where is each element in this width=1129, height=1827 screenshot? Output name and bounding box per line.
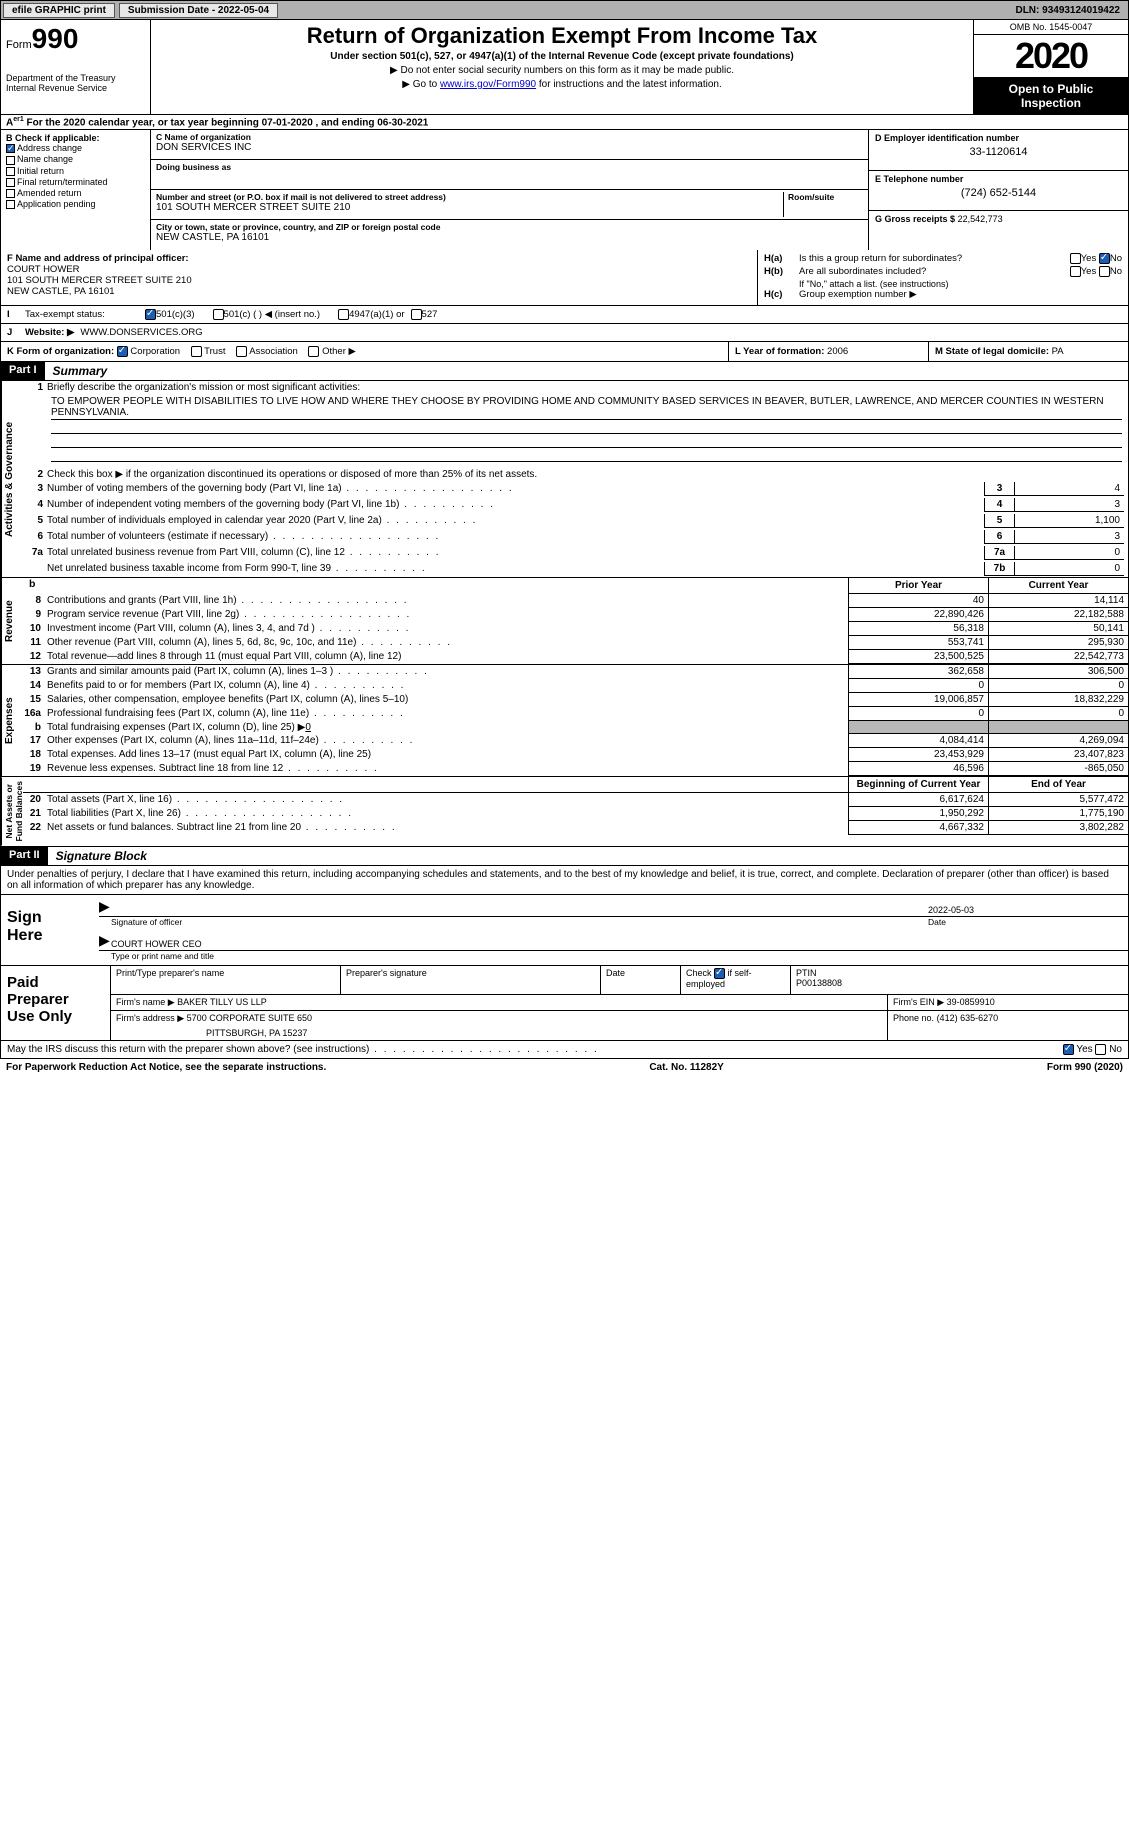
- paid-preparer: Paid Preparer Use Only Print/Type prepar…: [0, 966, 1129, 1041]
- phone: (724) 652-5144: [875, 187, 1122, 199]
- chk-initial[interactable]: Initial return: [6, 166, 145, 176]
- chk-501c[interactable]: [213, 309, 224, 320]
- header-middle: Return of Organization Exempt From Incom…: [151, 20, 973, 114]
- box-f: F Name and address of principal officer:…: [1, 250, 758, 305]
- discuss-row: May the IRS discuss this return with the…: [0, 1041, 1129, 1059]
- dba-row: Doing business as: [151, 160, 868, 190]
- address-row: Number and street (or P.O. box if mail i…: [151, 190, 868, 220]
- row-a-tax-year: Aer1 For the 2020 calendar year, or tax …: [0, 115, 1129, 130]
- row-i: I Tax-exempt status: 501(c)(3) 501(c) ( …: [0, 306, 1129, 324]
- dept-treasury: Department of the Treasury Internal Reve…: [6, 73, 145, 93]
- tax-year: 2020: [974, 35, 1128, 78]
- section-expenses: Expenses 13Grants and similar amounts pa…: [0, 665, 1129, 777]
- chk-other[interactable]: [308, 346, 319, 357]
- omb-number: OMB No. 1545-0047: [974, 20, 1128, 35]
- vtab-netassets: Net Assets or Fund Balances: [1, 777, 23, 845]
- h-b: H(b) Are all subordinates included? Yes …: [764, 266, 1122, 277]
- chk-527[interactable]: [411, 309, 422, 320]
- box-e: E Telephone number (724) 652-5144: [869, 171, 1128, 211]
- h-a: H(a) Is this a group return for subordin…: [764, 253, 1122, 264]
- row-k: K Form of organization: Corporation Trus…: [1, 342, 728, 361]
- box-g: G Gross receipts $ 22,542,773: [869, 211, 1128, 250]
- efile-button[interactable]: efile GRAPHIC print: [3, 3, 115, 18]
- officer-name: COURT HOWER: [7, 264, 751, 275]
- sig-intro: Under penalties of perjury, I declare th…: [0, 866, 1129, 895]
- city-row: City or town, state or province, country…: [151, 220, 868, 250]
- hb-yes[interactable]: [1070, 266, 1081, 277]
- org-name: DON SERVICES INC: [156, 142, 863, 153]
- footer: For Paperwork Reduction Act Notice, see …: [0, 1059, 1129, 1076]
- note-link: ▶ Go to www.irs.gov/Form990 for instruct…: [159, 79, 965, 90]
- website: WWW.DONSERVICES.ORG: [80, 327, 202, 338]
- chk-pending[interactable]: Application pending: [6, 199, 145, 209]
- h-c: H(c) Group exemption number ▶: [764, 289, 1122, 300]
- discuss-yes[interactable]: [1063, 1044, 1074, 1055]
- sign-here: Sign Here ▶2022-05-03 Signature of offic…: [0, 895, 1129, 966]
- chk-trust[interactable]: [191, 346, 202, 357]
- part2-header: Part II Signature Block: [0, 847, 1129, 866]
- box-c: C Name of organization DON SERVICES INC …: [151, 130, 868, 250]
- form-title: Return of Organization Exempt From Incom…: [159, 23, 965, 49]
- chk-final[interactable]: Final return/terminated: [6, 177, 145, 187]
- row-m: M State of legal domicile: PA: [928, 342, 1128, 361]
- hb-note: If "No," attach a list. (see instruction…: [764, 279, 1122, 289]
- row-j: J Website: ▶ WWW.DONSERVICES.ORG: [0, 324, 1129, 342]
- box-b-label: B Check if applicable:: [6, 133, 145, 143]
- row-klm: K Form of organization: Corporation Trus…: [0, 342, 1129, 362]
- form-header: Form990 Department of the Treasury Inter…: [0, 20, 1129, 115]
- org-city: NEW CASTLE, PA 16101: [156, 232, 863, 243]
- discuss-no[interactable]: [1095, 1044, 1106, 1055]
- header-left: Form990 Department of the Treasury Inter…: [1, 20, 151, 114]
- dln: DLN: 93493124019422: [1015, 5, 1128, 16]
- submission-date: Submission Date - 2022-05-04: [119, 3, 278, 18]
- vtab-revenue: Revenue: [1, 578, 23, 664]
- irs-link[interactable]: www.irs.gov/Form990: [440, 79, 536, 90]
- ha-no[interactable]: [1099, 253, 1110, 264]
- chk-selfemployed[interactable]: [714, 968, 725, 979]
- box-deg: D Employer identification number 33-1120…: [868, 130, 1128, 250]
- chk-name[interactable]: Name change: [6, 154, 145, 164]
- header-right: OMB No. 1545-0047 2020 Open to Public In…: [973, 20, 1128, 114]
- vtab-governance: Activities & Governance: [1, 381, 23, 577]
- section-netassets: Net Assets or Fund Balances Beginning of…: [0, 777, 1129, 846]
- chk-address[interactable]: Address change: [6, 143, 145, 153]
- chk-4947[interactable]: [338, 309, 349, 320]
- ein: 33-1120614: [875, 146, 1122, 158]
- row-l: L Year of formation: 2006: [728, 342, 928, 361]
- gross-receipts: 22,542,773: [958, 214, 1003, 224]
- section-governance: Activities & Governance 1Briefly describ…: [0, 381, 1129, 578]
- box-d: D Employer identification number 33-1120…: [869, 130, 1128, 170]
- box-b: B Check if applicable: Address change Na…: [1, 130, 151, 250]
- form-number: Form990: [6, 23, 145, 55]
- chk-assoc[interactable]: [236, 346, 247, 357]
- officer-addr: 101 SOUTH MERCER STREET SUITE 210 NEW CA…: [7, 275, 751, 297]
- chk-corp[interactable]: [117, 346, 128, 357]
- block-fh: F Name and address of principal officer:…: [0, 250, 1129, 306]
- block-bc: B Check if applicable: Address change Na…: [0, 130, 1129, 250]
- form-subtitle: Under section 501(c), 527, or 4947(a)(1)…: [159, 51, 965, 62]
- section-revenue: Revenue bPrior YearCurrent Year 8Contrib…: [0, 578, 1129, 665]
- org-address: 101 SOUTH MERCER STREET SUITE 210: [156, 202, 783, 213]
- hb-no[interactable]: [1099, 266, 1110, 277]
- chk-amended[interactable]: Amended return: [6, 188, 145, 198]
- note-ssn: ▶ Do not enter social security numbers o…: [159, 65, 965, 76]
- part1-header: Part I Summary: [0, 362, 1129, 381]
- chk-501c3[interactable]: [145, 309, 156, 320]
- org-name-row: C Name of organization DON SERVICES INC: [151, 130, 868, 160]
- topbar: efile GRAPHIC print Submission Date - 20…: [0, 0, 1129, 20]
- ha-yes[interactable]: [1070, 253, 1081, 264]
- mission: TO EMPOWER PEOPLE WITH DISABILITIES TO L…: [23, 394, 1128, 468]
- open-inspection: Open to Public Inspection: [974, 78, 1128, 114]
- vtab-expenses: Expenses: [1, 665, 23, 776]
- box-h: H(a) Is this a group return for subordin…: [758, 250, 1128, 305]
